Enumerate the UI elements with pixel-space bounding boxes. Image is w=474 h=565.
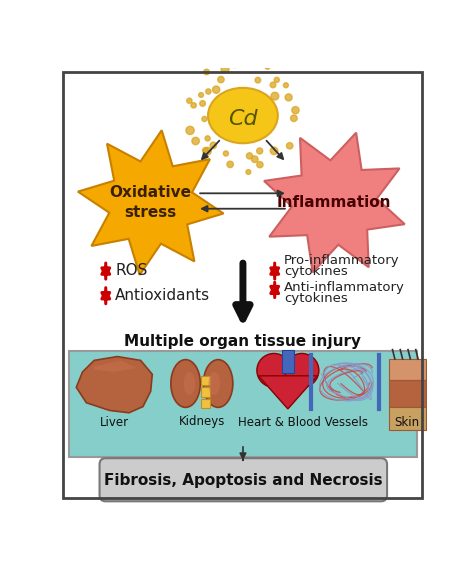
Circle shape [285, 94, 292, 101]
Bar [282, 350, 294, 373]
Bar [389, 380, 426, 407]
Text: Anti-inflammatory: Anti-inflammatory [284, 281, 405, 294]
Bar [389, 407, 426, 431]
Polygon shape [264, 133, 405, 272]
Text: Liver: Liver [100, 415, 129, 428]
Circle shape [283, 82, 288, 88]
Circle shape [212, 86, 220, 93]
Circle shape [270, 147, 278, 155]
Polygon shape [94, 360, 137, 372]
Polygon shape [258, 376, 317, 409]
Circle shape [286, 142, 293, 149]
Text: Fibrosis, Apoptosis and Necrosis: Fibrosis, Apoptosis and Necrosis [104, 473, 382, 488]
Text: cytokines: cytokines [284, 292, 348, 305]
Text: Cd: Cd [228, 108, 258, 129]
Text: Multiple organ tissue injury: Multiple organ tissue injury [124, 334, 361, 349]
Text: Antioxidants: Antioxidants [115, 288, 210, 303]
Polygon shape [78, 130, 224, 275]
Circle shape [291, 115, 297, 121]
Circle shape [205, 136, 210, 141]
Circle shape [285, 354, 319, 388]
Circle shape [271, 92, 279, 100]
Text: Pro-inflammatory: Pro-inflammatory [284, 254, 400, 267]
Circle shape [255, 77, 261, 83]
Ellipse shape [203, 360, 233, 407]
Circle shape [192, 137, 200, 145]
Ellipse shape [183, 372, 195, 395]
Circle shape [187, 98, 192, 103]
Circle shape [218, 76, 224, 82]
Circle shape [246, 170, 251, 175]
Circle shape [191, 103, 196, 108]
Circle shape [256, 148, 263, 154]
Circle shape [202, 116, 207, 121]
Circle shape [246, 153, 253, 159]
Text: Oxidative
stress: Oxidative stress [109, 185, 191, 220]
Ellipse shape [208, 88, 278, 144]
Circle shape [202, 147, 208, 153]
Text: ROS: ROS [115, 263, 147, 278]
Circle shape [227, 161, 233, 168]
Circle shape [292, 107, 299, 114]
Bar [201, 376, 210, 385]
Ellipse shape [209, 372, 220, 395]
Circle shape [186, 126, 194, 134]
Bar [201, 388, 210, 397]
Text: cytokines: cytokines [284, 266, 348, 279]
Circle shape [270, 82, 276, 88]
Circle shape [274, 77, 279, 82]
Circle shape [200, 101, 205, 106]
Text: Heart & Blood Vessels: Heart & Blood Vessels [238, 415, 368, 428]
Circle shape [251, 156, 258, 163]
Text: Kidneys: Kidneys [179, 415, 225, 428]
Circle shape [231, 61, 238, 68]
Ellipse shape [171, 360, 201, 407]
Circle shape [257, 162, 263, 168]
Bar [201, 399, 210, 408]
Circle shape [221, 65, 229, 73]
Polygon shape [76, 357, 152, 413]
Circle shape [265, 64, 270, 69]
Circle shape [210, 142, 217, 149]
Bar [389, 359, 426, 380]
Circle shape [257, 354, 291, 388]
Circle shape [204, 69, 210, 75]
Circle shape [203, 147, 211, 155]
Circle shape [223, 151, 228, 156]
FancyBboxPatch shape [69, 351, 417, 458]
Circle shape [245, 56, 250, 62]
FancyBboxPatch shape [100, 458, 387, 501]
Circle shape [199, 93, 203, 97]
Text: Skin: Skin [395, 415, 420, 428]
Text: Inflammation: Inflammation [277, 195, 392, 210]
Circle shape [206, 89, 211, 94]
